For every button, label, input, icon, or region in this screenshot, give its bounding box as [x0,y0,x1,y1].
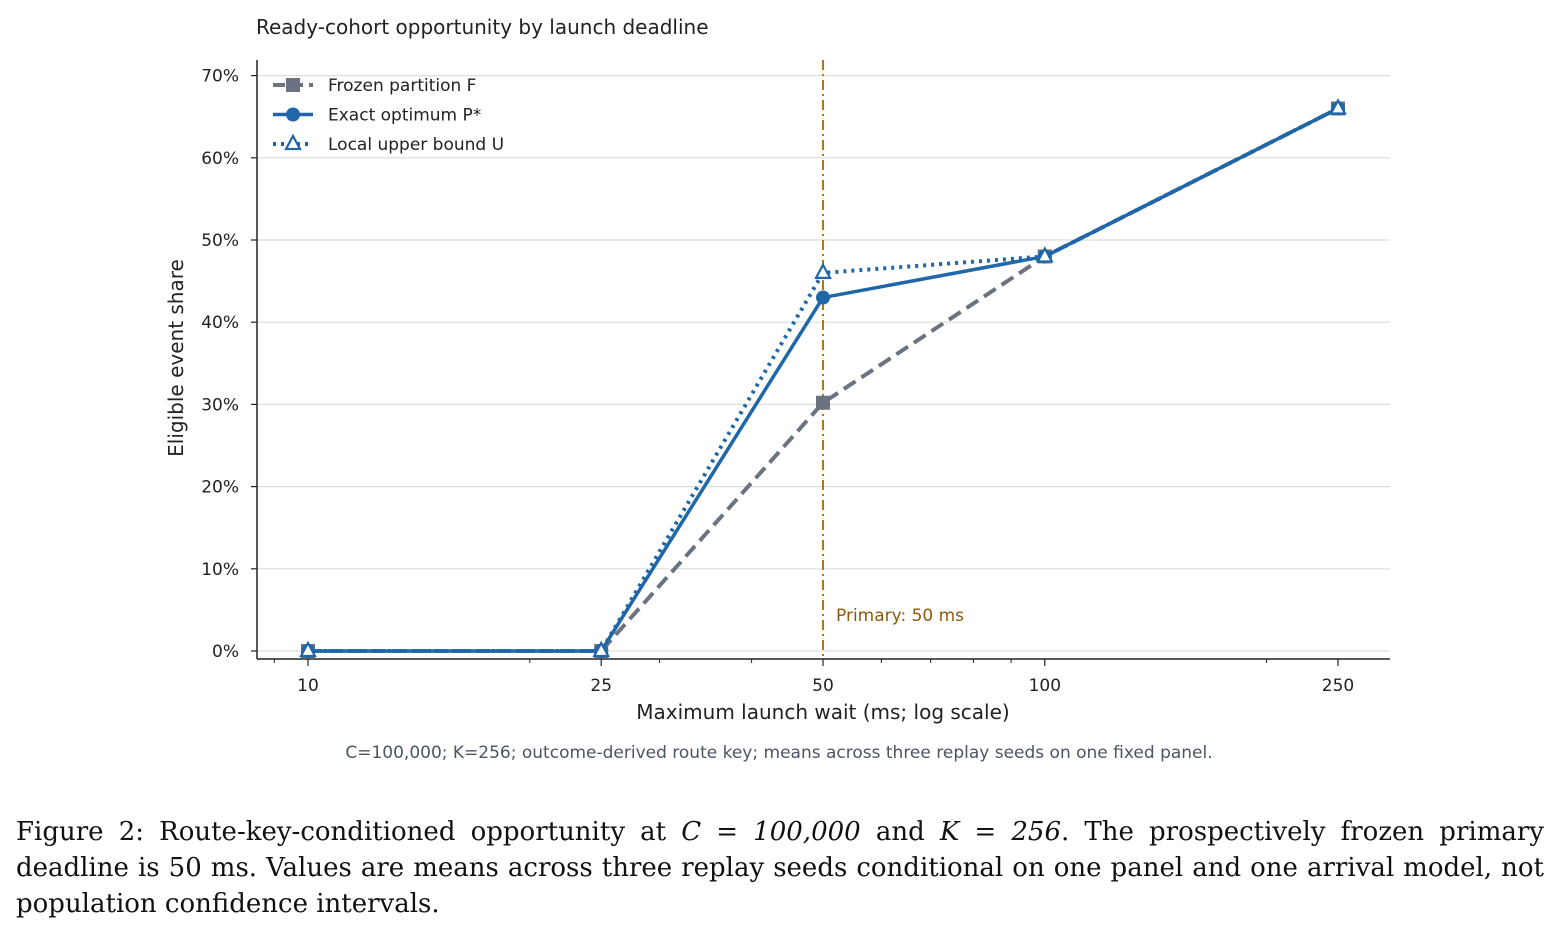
line-chart: Ready-cohort opportunity by launch deadl… [164,15,1390,763]
caption-math-2: K = 256 [939,817,1061,847]
data-point [816,290,830,305]
y-tick-label: 30% [201,395,239,415]
x-tick-label: 25 [590,676,612,696]
legend-item: Frozen partition F [273,76,476,96]
x-tick-label: 50 [812,676,834,696]
data-point [1329,98,1347,115]
x-tick-label: 250 [1322,676,1354,696]
y-tick-label: 20% [201,478,239,498]
data-point [286,78,300,92]
caption-math-1: C = 100,000 [681,817,861,847]
y-tick-label: 70% [201,67,239,87]
y-axis-label: Eligible event share [164,259,188,457]
caption-label: Figure 2: [16,817,144,847]
legend: Frozen partition F Exact optimum P* Local … [273,76,504,155]
legend-item: Local upper bound U [273,133,504,155]
series-group [299,98,1347,658]
data-point [1035,246,1054,263]
data-point [816,395,830,410]
y-tick-label: 40% [201,313,239,333]
data-point [814,262,832,279]
data-point [299,640,317,658]
x-tick-label: 10 [297,676,319,696]
caption-text-1: Route-key-conditioned opportunity at [144,817,682,847]
y-tick-label: 0% [212,642,239,662]
series-3 [299,98,1347,658]
data-point [592,640,611,658]
reference-line: Primary: 50 ms [822,60,964,659]
x-axis-ticks: 10 25 50 100 250 [273,659,1354,696]
data-point [286,107,300,122]
legend-label: Frozen partition F [328,76,476,96]
chart-note: C=100,000; K=256; outcome-derived route … [345,743,1212,763]
legend-label: Local upper bound U [328,135,504,155]
data-point [284,133,302,151]
reference-label: Primary: 50 ms [836,606,964,626]
x-axis-label: Maximum launch wait (ms; log scale) [636,700,1009,724]
y-tick-label: 50% [201,231,239,251]
y-tick-label: 60% [201,149,239,169]
legend-label: Exact optimum P* [328,106,481,126]
caption-text-3: . The prospectively frozen primary deadl… [16,817,1544,919]
y-tick-label: 10% [201,560,239,580]
figure-caption: Figure 2: Route-key-conditioned opportun… [16,814,1544,922]
chart-title: Ready-cohort opportunity by launch deadl… [256,15,709,39]
caption-text-2: and [860,817,940,847]
legend-item: Exact optimum P* [273,106,481,126]
x-tick-label: 100 [1029,676,1061,696]
y-axis-ticks: 0% 10% 20% 30% 40% 50% 60% 70% [201,67,257,662]
